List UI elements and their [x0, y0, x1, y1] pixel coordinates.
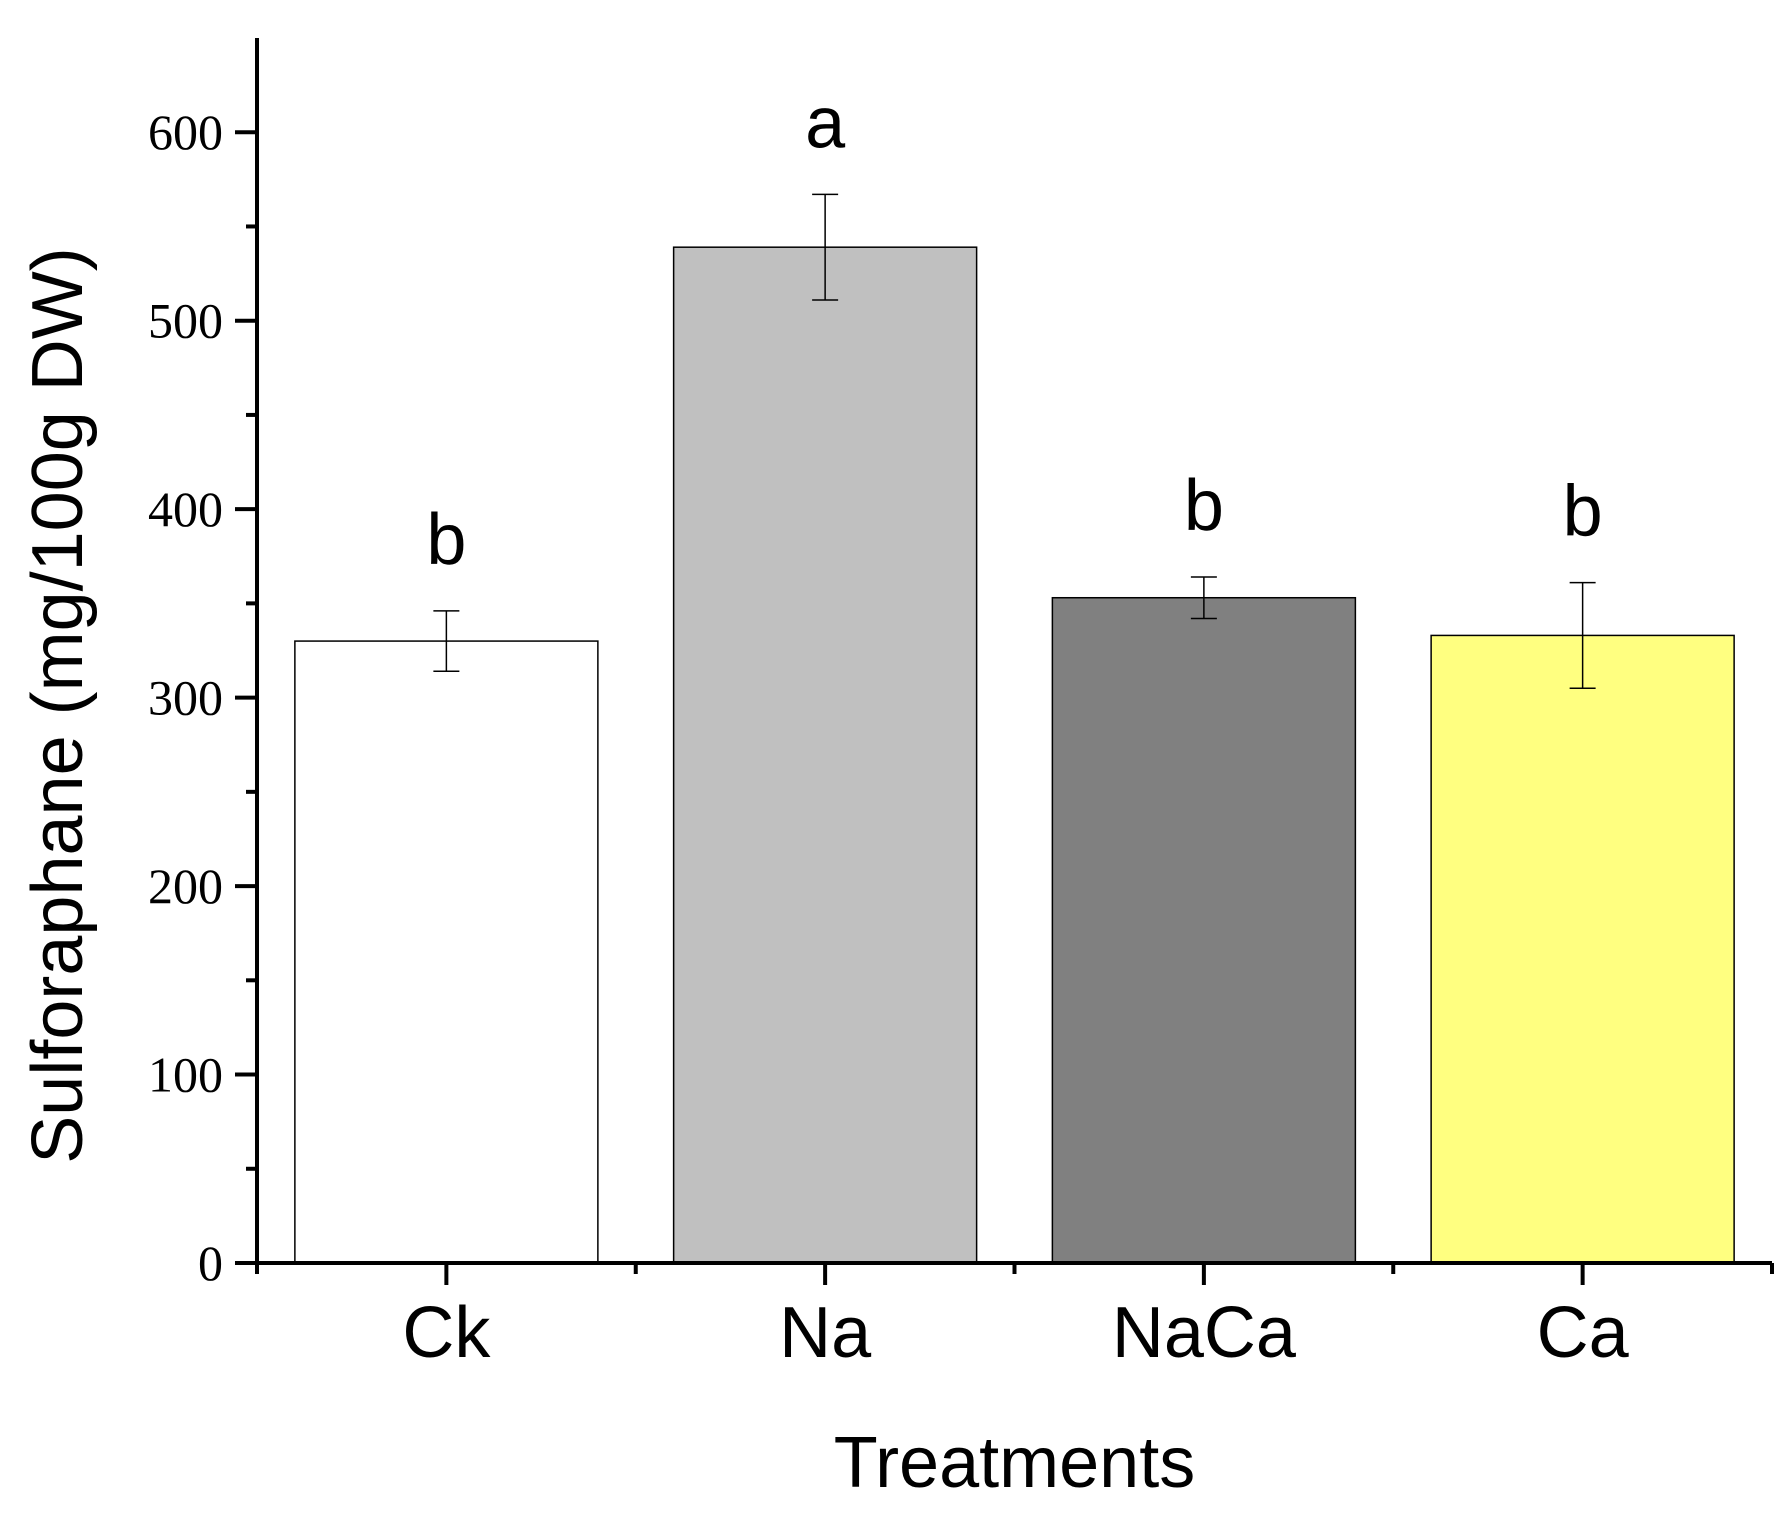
significance-label-ca: b [1563, 472, 1603, 552]
y-tick-label-500: 500 [148, 293, 223, 349]
x-axis-title: Treatments [834, 1423, 1195, 1503]
bar-na [672, 246, 978, 1264]
y-tick-label-0: 0 [198, 1235, 223, 1291]
x-tick-label-ca: Ca [1537, 1293, 1630, 1373]
y-tick-label-400: 400 [148, 481, 223, 537]
bars-layer [294, 246, 1735, 1264]
error-bars-layer [433, 193, 1596, 689]
error-bar-naca [1190, 576, 1217, 620]
bar-ca [1430, 634, 1735, 1264]
x-tick-label-ck: Ck [402, 1293, 491, 1373]
error-bar-ck [433, 610, 460, 672]
significance-label-na: a [805, 83, 846, 163]
x-tick-label-na: Na [779, 1293, 872, 1373]
y-axis-title: Sulforaphane (mg/100g DW) [18, 247, 98, 1163]
ticks-layer [235, 130, 1774, 1285]
labels-layer: b Ck a Na b NaCa b Ca 0 100 200 300 400 500 600 [148, 83, 1630, 1373]
significance-label-naca: b [1184, 466, 1224, 546]
y-tick-label-300: 300 [148, 670, 223, 726]
x-tick-label-naca: NaCa [1112, 1293, 1297, 1373]
error-bar-na [812, 193, 839, 301]
y-tick-label-600: 600 [148, 104, 223, 160]
y-tick-label-100: 100 [148, 1047, 223, 1103]
bar-ck [294, 640, 599, 1264]
significance-label-ck: b [426, 500, 466, 580]
error-bar-ca [1569, 581, 1596, 689]
bar-naca [1051, 596, 1357, 1264]
y-tick-label-200: 200 [148, 858, 223, 914]
